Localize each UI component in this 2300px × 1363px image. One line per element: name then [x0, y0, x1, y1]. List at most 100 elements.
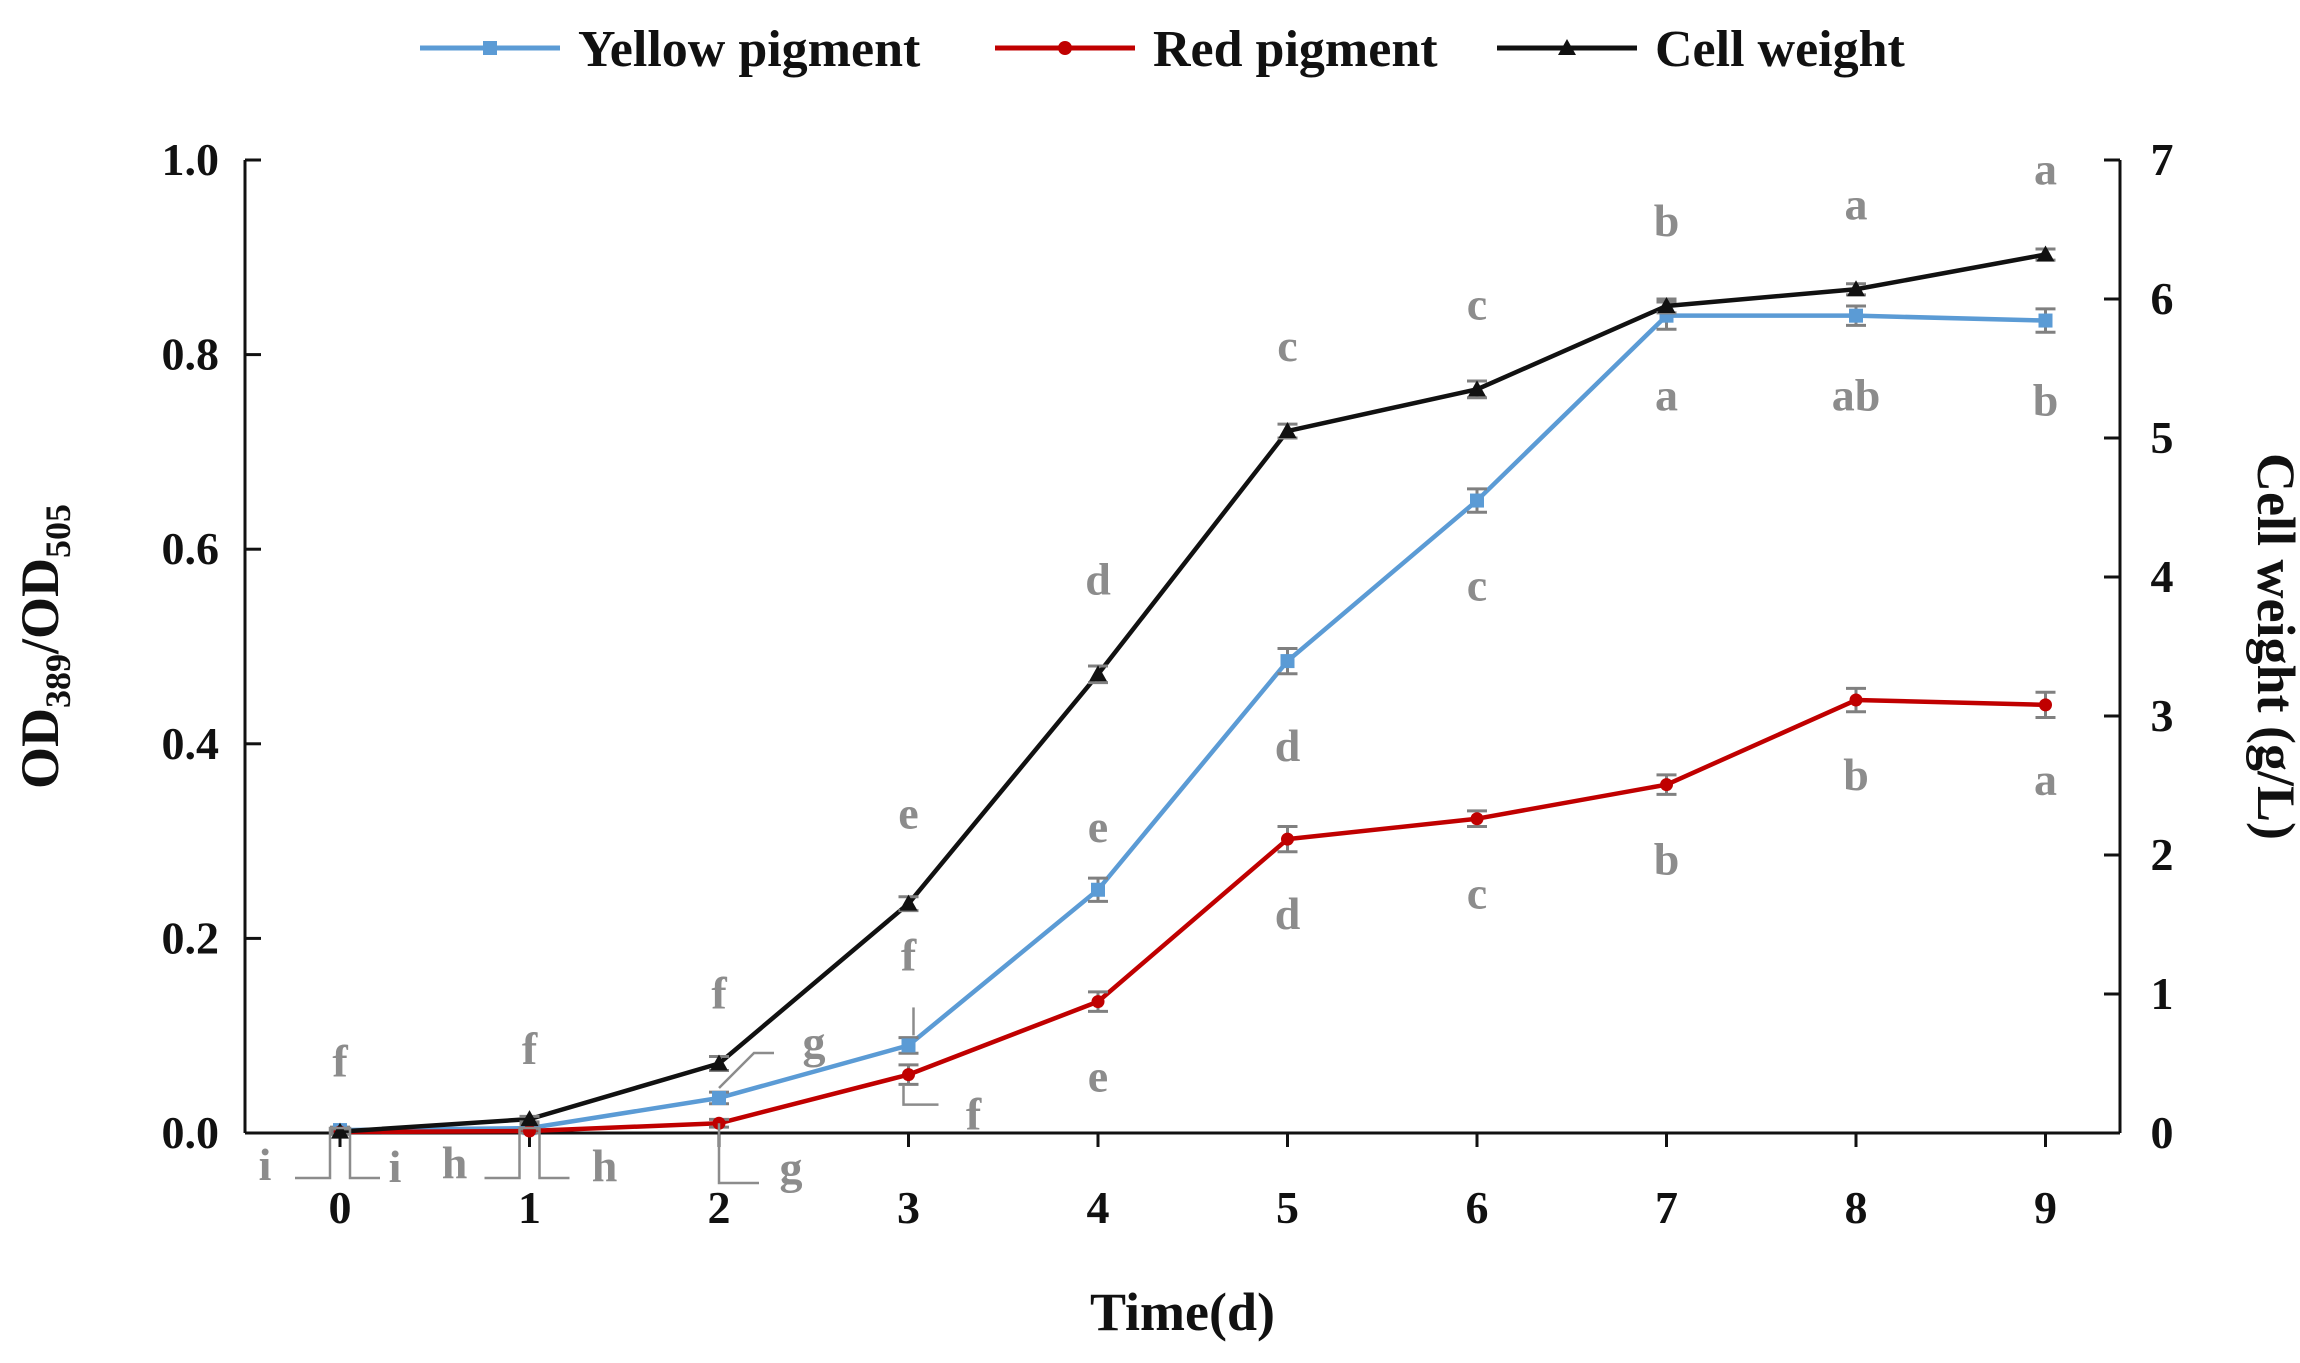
y-axis-title: OD389/OD505 [10, 504, 78, 789]
letter-red-pigment: e [1088, 1051, 1108, 1102]
y-tick-label: 1.0 [162, 134, 220, 185]
series-line-0 [339, 313, 2046, 1133]
y-axis-title-subscript: 505 [38, 504, 78, 558]
x-tick-label: 6 [1466, 1182, 1489, 1233]
letter-red-pigment: a [2034, 754, 2057, 805]
data-point [2038, 313, 2053, 328]
data-point [331, 1122, 349, 1139]
legend-marker [1558, 39, 1576, 55]
x-tick-label: 3 [897, 1182, 920, 1233]
x-tick-label: 8 [1845, 1182, 1868, 1233]
letter-cell-weight: f [522, 1023, 538, 1074]
data-point [1847, 280, 1865, 297]
data-point [2036, 245, 2055, 262]
letter-cell-weight: c [1467, 278, 1487, 329]
letter-yellow-pigment: b [2033, 375, 2059, 426]
data-point [523, 1124, 536, 1138]
letter-red-pigment: i [389, 1141, 402, 1192]
letter-cell-weight: e [898, 788, 918, 839]
x-tick-label: 1 [518, 1182, 541, 1233]
letter-leader [718, 1051, 774, 1089]
letter-red-pigment: c [1467, 868, 1487, 919]
letter-red-pigment: d [1275, 888, 1301, 939]
data-point [1468, 380, 1486, 397]
letter-cell-weight: a [1845, 178, 1868, 229]
data-point [1091, 995, 1105, 1009]
data-point [520, 1110, 539, 1127]
y-axis-title-part: /OD [10, 558, 70, 655]
y2-tick-label: 3 [2151, 690, 2174, 741]
letter-red-pigment: b [1654, 834, 1680, 885]
legend-marker [1058, 41, 1072, 55]
data-point [1660, 778, 1673, 792]
data-point [2039, 698, 2052, 712]
letter-red-pigment: h [592, 1140, 618, 1191]
letter-yellow-pigment: i [259, 1139, 272, 1190]
y-tick-label: 0.8 [162, 329, 220, 380]
y-axis-title-part: OD [10, 708, 70, 789]
letter-yellow-pigment: g [803, 1017, 826, 1068]
data-point [710, 1054, 728, 1071]
letter-cell-weight: b [1654, 195, 1680, 246]
letter-red-pigment: f [966, 1089, 982, 1140]
y2-tick-label: 6 [2151, 273, 2174, 324]
letter-cell-weight: d [1085, 553, 1111, 604]
legend-label-1: Red pigment [1153, 21, 1438, 78]
letter-leader [902, 1084, 939, 1106]
y2-tick-label: 0 [2151, 1107, 2174, 1158]
letter-cell-weight: f [711, 968, 727, 1019]
data-point [1280, 654, 1295, 669]
data-point [1657, 296, 1676, 313]
x-axis-title: Time(d) [1090, 1282, 1275, 1342]
plot-area: 0.0 0.2 0.4 0.6 0.8 1.0 0 1 2 3 4 5 6 7 0 1 2 3 4 5 6 7 8 9 f f f e… [162, 134, 2174, 1233]
data-point [1091, 882, 1105, 897]
y2-tick-label: 7 [2151, 134, 2174, 185]
letter-yellow-pigment: h [442, 1137, 468, 1188]
letter-yellow-pigment: f [901, 929, 917, 980]
letter-yellow-pigment: a [1655, 370, 1678, 421]
x-tick-label: 0 [329, 1182, 352, 1233]
letter-cell-weight: c [1277, 320, 1297, 371]
data-point [1278, 422, 1297, 439]
x-tick-label: 9 [2034, 1182, 2057, 1233]
axis-labels: Time(d)OD389/OD505 Cell weight (g/L) [10, 453, 2300, 1342]
x-tick-label: 7 [1655, 1182, 1678, 1233]
letter-cell-weight: a [2034, 144, 2057, 195]
legend: Yellow pigment Red pigment Cell weight [420, 21, 1906, 78]
data-point [901, 1038, 916, 1053]
y-tick-label: 0.4 [162, 718, 220, 769]
letter-leader [717, 1123, 759, 1185]
data-point [899, 894, 918, 911]
letter-leader [484, 1126, 570, 1180]
series-line-2 [339, 252, 2046, 1134]
x-tick-label: 2 [708, 1182, 731, 1233]
data-point [1281, 832, 1294, 846]
y2-tick-label: 1 [2151, 968, 2174, 1019]
data-point [712, 1090, 726, 1105]
legend-label-2: Cell weight [1655, 21, 1906, 78]
x-tick-label: 4 [1087, 1182, 1110, 1233]
letter-yellow-pigment: ab [1832, 370, 1881, 421]
data-point [1470, 812, 1484, 826]
series-line-1 [339, 697, 2046, 1135]
letter-cell-weight: f [332, 1036, 348, 1087]
letter-yellow-pigment: c [1467, 560, 1487, 611]
data-point [1849, 693, 1863, 707]
legend-label-0: Yellow pigment [578, 21, 921, 78]
y-tick-label: 0.2 [162, 912, 220, 963]
y-tick-label: 0.6 [162, 523, 220, 574]
y-axis-title-subscript: 389 [38, 654, 78, 708]
y2-axis-title: Cell weight (g/L) [2246, 453, 2300, 840]
y-tick-label: 0.0 [162, 1107, 220, 1158]
y2-tick-label: 5 [2151, 412, 2174, 463]
letter-leader [295, 1126, 380, 1180]
letter-red-pigment: g [780, 1142, 803, 1193]
x-tick-label: 5 [1276, 1182, 1299, 1233]
letter-yellow-pigment: e [1088, 801, 1108, 852]
y2-tick-label: 2 [2151, 829, 2174, 880]
data-point [1849, 308, 1863, 323]
data-point [1470, 493, 1484, 508]
y2-tick-label: 4 [2151, 551, 2174, 602]
data-point [1089, 665, 1107, 682]
